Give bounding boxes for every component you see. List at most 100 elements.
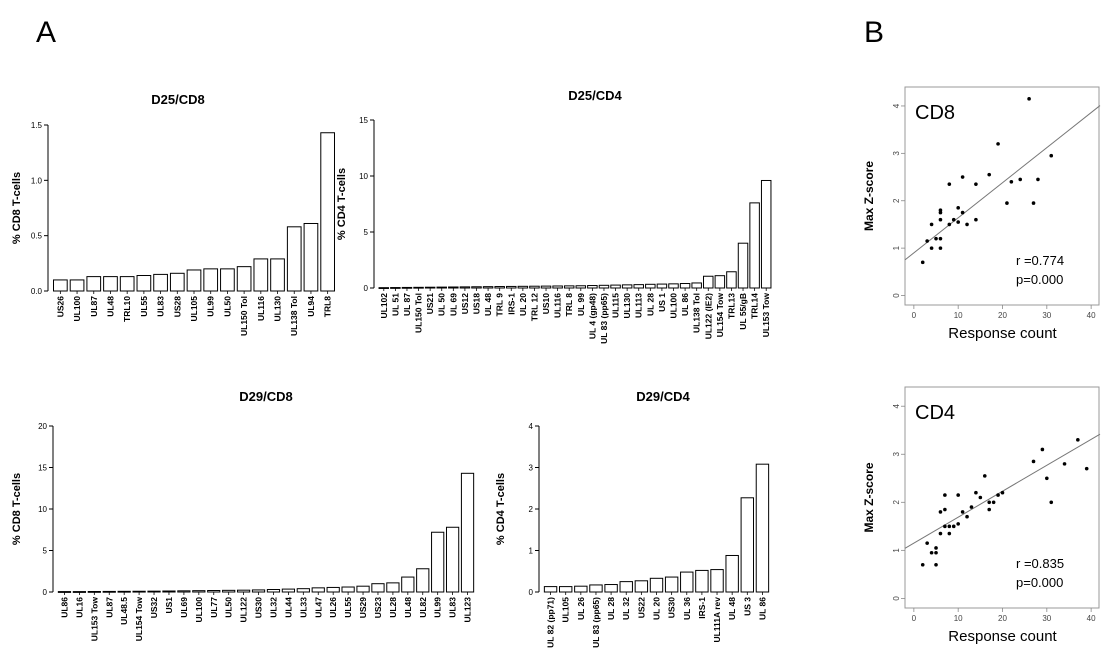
bar <box>386 582 400 593</box>
bar <box>703 275 714 289</box>
category-label: UL 36 <box>682 597 692 620</box>
bar <box>311 587 325 593</box>
category-label: US29 <box>358 597 368 619</box>
category-label: UL55 <box>139 296 149 317</box>
category-label: UL111A rev <box>712 597 722 643</box>
category-label: UL 20 <box>652 597 662 620</box>
data-point <box>929 246 934 250</box>
category-label: UL48 <box>403 597 413 618</box>
bar <box>401 576 415 593</box>
y-tick-label: 0 <box>43 588 48 597</box>
category-label: UL87 <box>104 597 114 618</box>
bar <box>664 576 679 593</box>
x-tick-label: 0 <box>912 311 917 320</box>
bar <box>448 286 459 289</box>
bar <box>69 279 85 292</box>
data-point <box>943 507 947 512</box>
data-point <box>987 507 992 512</box>
scatter-plot-cd4: 0 10 20 30 40 0 1 2 3 4 CD4 r =0.835 p=0.000 Response… <box>862 386 1101 645</box>
category-label: US23 <box>373 597 383 619</box>
bar <box>760 179 772 289</box>
category-label: UL154 Tow <box>134 597 144 642</box>
bar <box>416 568 430 593</box>
data-point <box>974 182 978 186</box>
y-tick-label: 2 <box>892 198 901 203</box>
y-tick-label: 1 <box>529 547 534 556</box>
category-label: UL 55/gB <box>738 293 748 330</box>
x-tick-label: 10 <box>954 311 963 320</box>
bar <box>656 283 668 289</box>
x-axis-label: Response count <box>948 325 1057 342</box>
regression-line <box>904 105 1101 261</box>
y-tick-label: 4 <box>892 103 901 108</box>
data-point <box>938 246 943 250</box>
chart-title: D29/CD4 <box>636 389 690 404</box>
data-point <box>947 182 952 186</box>
data-point <box>960 175 965 179</box>
bar <box>604 584 618 593</box>
category-label: UL99 <box>433 597 443 618</box>
category-label: UL99 <box>206 296 216 317</box>
y-tick-label: 3 <box>892 451 901 456</box>
bar <box>459 286 471 289</box>
category-label: UL105 <box>561 597 571 623</box>
y-axis-label: % CD8 T-cells <box>11 172 23 244</box>
y-tick-label: 0.0 <box>31 287 43 296</box>
category-label: IRS-1 <box>697 597 707 619</box>
category-label: UL100 <box>194 597 204 623</box>
bar <box>621 284 633 289</box>
category-label: UL115 <box>611 293 621 318</box>
data-point <box>1076 438 1080 442</box>
category-label: UL154 Tow <box>715 293 725 338</box>
category-label: US30 <box>667 597 677 619</box>
category-label: TRL10 <box>122 296 132 322</box>
bar <box>207 590 221 593</box>
bar <box>296 588 310 593</box>
data-point <box>947 222 952 227</box>
category-label: UL150 Tol <box>414 293 424 333</box>
correlation-r: r =0.774 <box>1016 253 1064 268</box>
y-axis-label: % CD4 T-cells <box>495 473 507 545</box>
y-tick-label: 3 <box>529 464 534 473</box>
bar-chart-0: D25/CD8 % CD8 T-cells 0.0 0.5 1.0 1.5 US26 UL10… <box>11 92 335 336</box>
category-label: UL 48 <box>483 293 493 316</box>
bar <box>649 577 664 593</box>
bar <box>587 285 598 289</box>
y-tick-label: 4 <box>529 422 534 431</box>
plot-frame <box>904 386 1100 609</box>
y-tick-label: 15 <box>38 464 47 473</box>
category-label: UL87 <box>89 296 99 317</box>
category-label: UL130 <box>622 293 632 319</box>
y-tick-label: 1.0 <box>31 176 43 185</box>
category-label: UL16 <box>74 597 84 618</box>
data-point <box>956 493 960 497</box>
category-label: UL138 Tol <box>289 296 299 336</box>
bar <box>529 285 540 289</box>
data-point <box>956 220 960 224</box>
y-axis-label: Max Z-score <box>862 462 876 532</box>
category-label: UL 28 <box>606 597 616 620</box>
data-point <box>934 546 938 550</box>
bar <box>53 279 68 292</box>
bar <box>679 283 691 289</box>
bar <box>691 282 702 289</box>
data-point <box>978 495 983 500</box>
bar <box>424 286 436 289</box>
category-label: UL100 <box>72 296 82 322</box>
x-tick-label: 30 <box>1042 311 1051 320</box>
data-point <box>929 550 934 555</box>
y-axis-label: % CD4 T-cells <box>336 168 348 240</box>
bar <box>749 202 760 289</box>
correlation-r: r =0.835 <box>1016 556 1064 571</box>
data-point <box>934 236 938 241</box>
category-label: UL50 <box>222 296 232 317</box>
category-label: UL 32 <box>621 597 631 620</box>
panel-letter-b: B <box>864 16 884 49</box>
data-point <box>956 522 960 526</box>
bar <box>543 586 558 593</box>
category-label: UL 83 (pp65) <box>591 597 601 648</box>
bar <box>253 258 269 292</box>
data-point <box>960 510 965 514</box>
bar <box>726 271 737 289</box>
data-point <box>956 206 960 210</box>
